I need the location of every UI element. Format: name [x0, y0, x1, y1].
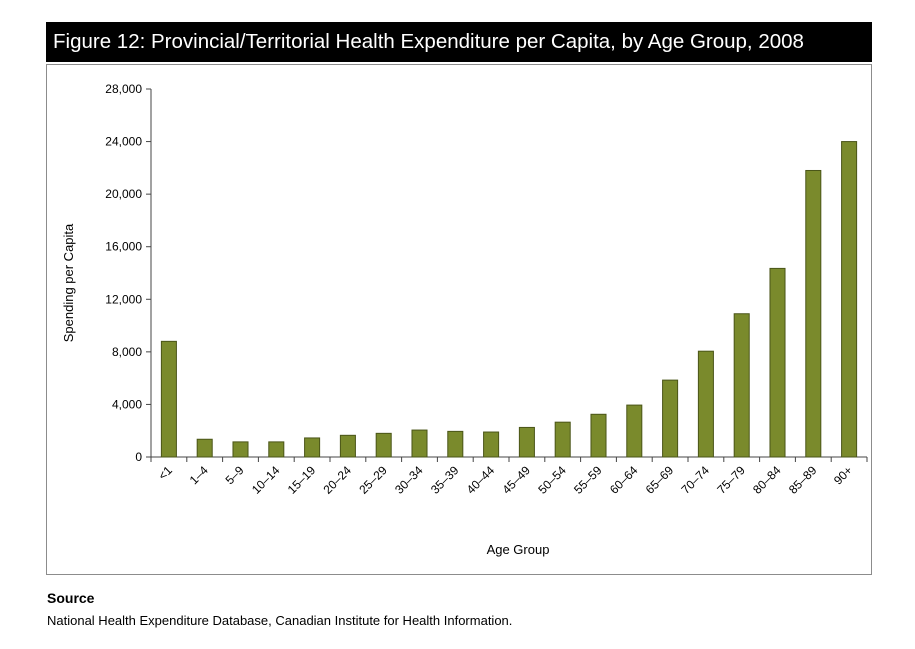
- y-tick-label: 4,000: [112, 397, 142, 411]
- x-tick-label: 1–4: [187, 463, 211, 487]
- x-tick-label: 10–14: [249, 463, 283, 497]
- x-axis: [150, 456, 868, 462]
- bar: [697, 350, 714, 458]
- bar: [411, 429, 428, 458]
- x-tick-label: 65–69: [643, 463, 677, 497]
- bar: [590, 413, 607, 458]
- x-tick-label: 25–29: [356, 463, 390, 497]
- x-tick-label: 85–89: [786, 463, 820, 497]
- x-tick-label: 30–34: [392, 463, 426, 497]
- bar: [733, 313, 750, 458]
- y-tick-label: 24,000: [105, 135, 142, 149]
- source-heading: Source: [47, 590, 95, 606]
- bar: [805, 169, 822, 458]
- bar: [268, 441, 285, 458]
- y-tick-label: 28,000: [105, 82, 142, 96]
- source-text: National Health Expenditure Database, Ca…: [47, 613, 513, 628]
- x-tick-label: 20–24: [321, 463, 355, 497]
- x-tick-label: <1: [155, 463, 175, 483]
- y-tick-label: 20,000: [105, 187, 142, 201]
- figure-title: Figure 12: Provincial/Territorial Health…: [46, 22, 872, 62]
- x-tick-label: 15–19: [285, 463, 319, 497]
- x-tick-label: 45–49: [500, 463, 534, 497]
- x-tick-label: 40–44: [464, 463, 498, 497]
- x-tick-label: 90+: [831, 463, 855, 487]
- x-tick-label: 5–9: [223, 463, 247, 487]
- y-tick-label: 16,000: [105, 240, 142, 254]
- bar: [841, 141, 858, 458]
- bar: [447, 430, 464, 458]
- bar: [196, 438, 213, 458]
- y-tick-label: 0: [135, 450, 142, 464]
- bar: [232, 441, 249, 458]
- x-tick-label: 80–84: [750, 463, 784, 497]
- x-axis-label: Age Group: [487, 542, 550, 557]
- bar: [626, 404, 643, 458]
- x-tick-label: 60–64: [607, 463, 641, 497]
- bar: [769, 267, 786, 458]
- bar: [304, 437, 321, 458]
- x-tick-labels: <1 1–4 5–9 10–14 15–19 20–24 25–29 30–34 35–39 40…: [155, 463, 855, 497]
- x-tick-label: 55–59: [571, 463, 605, 497]
- bar: [554, 421, 571, 458]
- bar: [339, 434, 356, 458]
- y-tick-label: 8,000: [112, 345, 142, 359]
- y-axis: 0 4,000 8,000 12,000 16,000 20,000 24,000 28,00…: [105, 82, 152, 464]
- bar: [483, 431, 500, 458]
- x-tick-label: 35–39: [428, 463, 462, 497]
- bar: [662, 379, 679, 458]
- y-tick-label: 12,000: [105, 292, 142, 306]
- x-tick-label: 50–54: [535, 463, 569, 497]
- x-tick-label: 75–79: [714, 463, 748, 497]
- x-tick-label: 70–74: [679, 463, 713, 497]
- y-axis-label: Spending per Capita: [61, 223, 76, 342]
- bar: [160, 340, 177, 458]
- bar: [518, 426, 535, 458]
- bar-chart: 0 4,000 8,000 12,000 16,000 20,000 24,000 28,00…: [61, 82, 868, 557]
- chart-frame: 0 4,000 8,000 12,000 16,000 20,000 24,000 28,00…: [46, 64, 872, 575]
- bar: [375, 432, 392, 458]
- bars: [160, 141, 858, 458]
